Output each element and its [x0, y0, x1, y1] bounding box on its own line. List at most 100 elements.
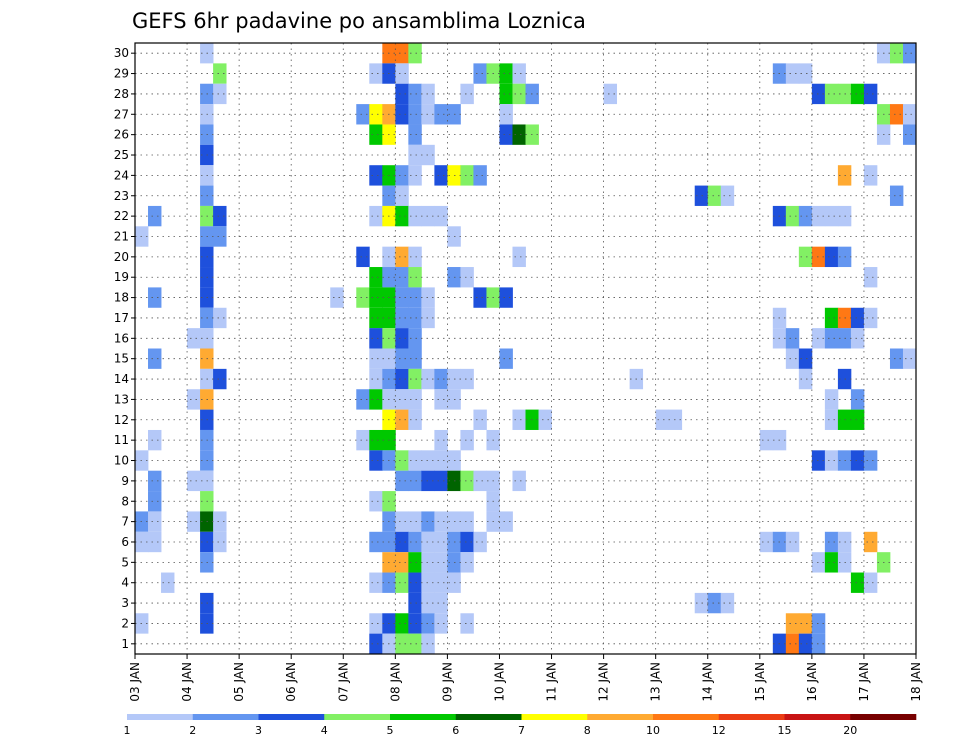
heatmap-cell [785, 633, 800, 654]
heatmap-cell [798, 348, 813, 369]
y-tick-label: 21 [114, 229, 129, 243]
y-tick-label: 12 [114, 413, 129, 427]
heatmap-cell [395, 633, 409, 654]
heatmap-cell [460, 511, 474, 532]
heatmap-cell [148, 470, 162, 492]
heatmap-cell [213, 63, 227, 84]
heatmap-cell [213, 531, 227, 553]
heatmap-cell [434, 531, 448, 553]
colorbar-swatch [455, 714, 522, 720]
y-tick-label: 22 [114, 209, 129, 223]
heatmap-cell [850, 328, 865, 349]
heatmap-cell [499, 124, 513, 145]
heatmap-cell [408, 552, 422, 573]
heatmap-cell [408, 205, 422, 227]
heatmap-cell [408, 470, 422, 492]
y-tick-label: 4 [121, 576, 129, 590]
heatmap-cell [434, 368, 448, 390]
colorbar-swatch [324, 714, 391, 720]
x-tick-label: 04 JAN [180, 662, 194, 702]
plot-frame [134, 42, 917, 655]
heatmap-cell [824, 307, 839, 329]
heatmap-cell [863, 83, 878, 105]
x-tick-label: 11 JAN [545, 662, 559, 702]
heatmap-cell [902, 43, 917, 64]
heatmap-cell [798, 613, 813, 634]
heatmap-cell [408, 246, 422, 268]
y-tick-label: 2 [121, 616, 129, 630]
heatmap-cell [460, 470, 474, 492]
heatmap-cell [850, 83, 865, 105]
heatmap-cell [421, 470, 435, 492]
heatmap-cell [889, 43, 904, 64]
heatmap-cell [369, 307, 383, 329]
colorbar-swatch [718, 714, 785, 720]
heatmap-cell [408, 613, 422, 634]
y-tick-label: 13 [114, 392, 129, 406]
heatmap-cell [369, 531, 383, 553]
heatmap-cell [421, 307, 435, 329]
heatmap-cell [421, 531, 435, 553]
heatmap-cell [473, 409, 487, 430]
heatmap-cell [785, 348, 800, 369]
x-tick-label: 14 JAN [701, 662, 715, 702]
heatmap-cell [850, 450, 865, 471]
heatmap-cell [213, 83, 227, 105]
heatmap-cell [408, 450, 422, 471]
heatmap-cell [395, 43, 409, 64]
heatmap-cell [798, 205, 813, 227]
heatmap-cell [408, 389, 422, 410]
y-tick-label: 15 [114, 352, 129, 366]
y-tick-label: 6 [121, 535, 129, 549]
heatmap-cell [473, 165, 487, 186]
heatmap-cell [187, 389, 201, 410]
heatmap-cell [408, 409, 422, 430]
heatmap-cell [785, 531, 800, 553]
heatmap-cell [369, 348, 383, 369]
heatmap-cell [148, 531, 162, 553]
heatmap-cell [369, 450, 383, 471]
heatmap-cell [395, 267, 409, 288]
grid-lines [134, 43, 917, 654]
colorbar-swatch [192, 714, 259, 720]
heatmap-cell [434, 511, 448, 532]
heatmap-cell [408, 592, 422, 614]
heatmap-cell [187, 511, 201, 532]
heatmap-cell [512, 83, 526, 105]
heatmap-cell [473, 287, 487, 308]
y-tick-label: 7 [121, 515, 129, 529]
heatmap-cell [421, 592, 435, 614]
heatmap-cell [512, 63, 526, 84]
heatmap-cell [395, 328, 409, 349]
heatmap-cell [824, 246, 839, 268]
x-tick-label: 09 JAN [440, 662, 454, 702]
heatmap-cell [434, 429, 448, 451]
y-tick-label: 23 [114, 189, 129, 203]
heatmap-cell [863, 307, 878, 329]
x-tick-label: 05 JAN [232, 662, 246, 702]
heatmap-cell [538, 409, 552, 430]
heatmap-cell [395, 246, 409, 268]
heatmap-cell [408, 165, 422, 186]
heatmap-cell [369, 287, 383, 308]
heatmap-cell [369, 389, 383, 410]
colorbar-label: 10 [646, 724, 660, 737]
heatmap-cell [395, 307, 409, 329]
heatmap-cell [421, 144, 435, 166]
heatmap-cell [369, 572, 383, 593]
heatmap-cell [824, 205, 839, 227]
heatmap-cell [902, 348, 917, 369]
heatmap-cell [512, 246, 526, 268]
chart-title: GEFS 6hr padavine po ansamblima Loznica [132, 9, 586, 33]
colorbar-swatch [521, 714, 588, 720]
heatmap-cell [421, 83, 435, 105]
x-tick-label: 10 JAN [492, 662, 506, 702]
heatmap-cell [889, 185, 904, 206]
heatmap-cell [824, 552, 839, 573]
heatmap-cell [473, 470, 487, 492]
y-tick-label: 26 [114, 128, 129, 142]
heatmap-cell [369, 205, 383, 227]
heatmap-cell [460, 552, 474, 573]
heatmap-cell [356, 429, 370, 451]
x-tick-label: 16 JAN [805, 662, 819, 702]
